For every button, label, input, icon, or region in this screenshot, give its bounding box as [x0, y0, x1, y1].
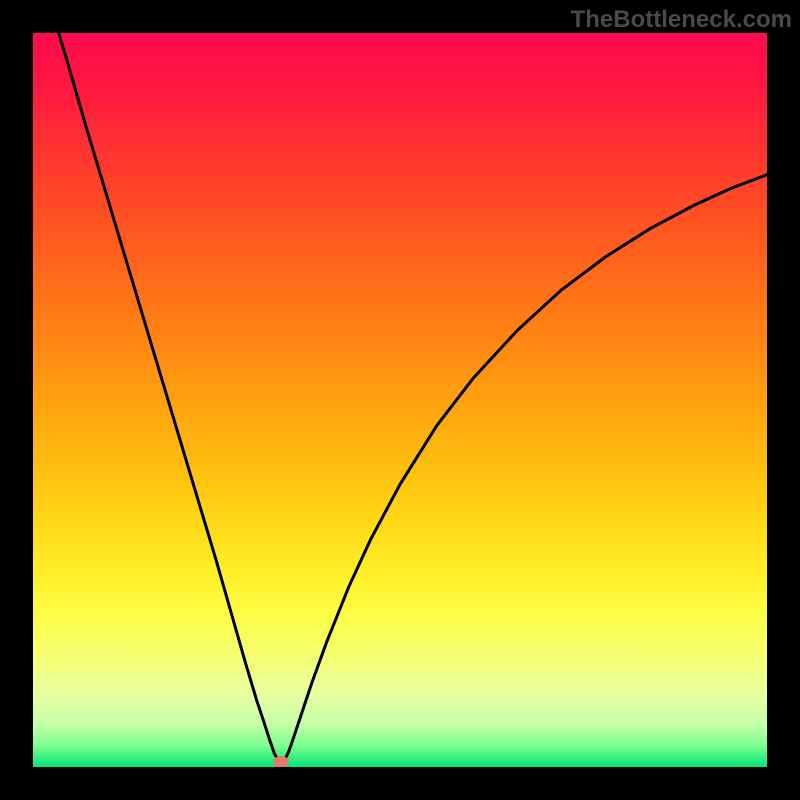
watermark-text: TheBottleneck.com: [571, 6, 792, 34]
gradient-background: [33, 33, 767, 767]
bottleneck-chart: [33, 33, 767, 767]
chart-frame: TheBottleneck.com: [0, 0, 800, 800]
